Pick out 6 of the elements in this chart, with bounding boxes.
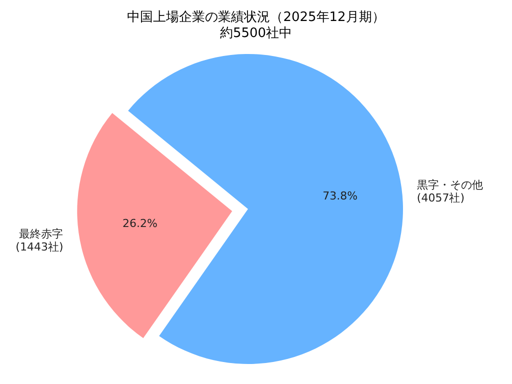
data-label: 73.8% (322, 189, 358, 202)
data-label: 26.2% (122, 216, 158, 230)
chart-title: 中国上場企業の業績状況（2025年12月期） (127, 10, 385, 25)
slice-label: 最終赤字 (1443社) (16, 227, 64, 254)
chart-subtitle: 約5500社中 (220, 26, 292, 41)
slice-label: 黒字・その他 (4057社) (416, 178, 483, 205)
